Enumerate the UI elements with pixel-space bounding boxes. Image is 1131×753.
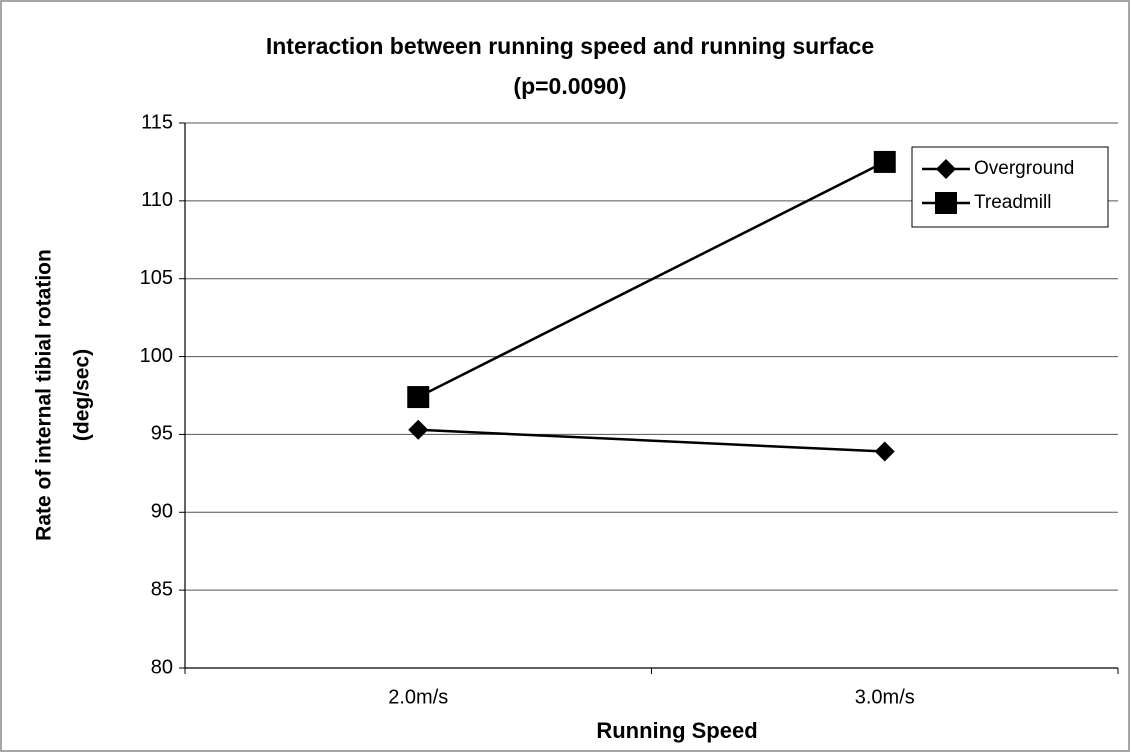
chart-subtitle: (p=0.0090) — [513, 73, 626, 99]
x-tick-label: 3.0m/s — [855, 686, 915, 708]
y-tick-label: 100 — [140, 345, 173, 367]
series-line — [418, 428, 885, 453]
y-tick-label: 105 — [140, 267, 173, 289]
y-axis-label: (deg/sec) — [71, 349, 94, 441]
y-tick-label: 85 — [151, 578, 173, 600]
data-point — [874, 441, 895, 462]
data-point — [407, 386, 430, 409]
y-axis-label: Rate of internal tibial rotation — [33, 249, 56, 541]
chart-title: Interaction between running speed and ru… — [266, 33, 874, 59]
y-tick-label: 95 — [151, 423, 173, 445]
y-tick-label: 80 — [151, 656, 173, 678]
y-tick-label: 110 — [141, 189, 173, 211]
legend-label: Overground — [974, 158, 1074, 179]
x-axis-label: Running Speed — [596, 718, 757, 743]
y-tick-label: 115 — [141, 111, 173, 133]
legend-label: Treadmill — [974, 192, 1051, 213]
x-tick-label: 2.0m/s — [388, 686, 448, 708]
data-point — [873, 150, 896, 173]
series-line — [417, 160, 886, 399]
legend-marker — [935, 192, 957, 214]
data-point — [408, 419, 429, 440]
y-tick-label: 90 — [151, 501, 173, 523]
legend-marker — [936, 159, 956, 179]
